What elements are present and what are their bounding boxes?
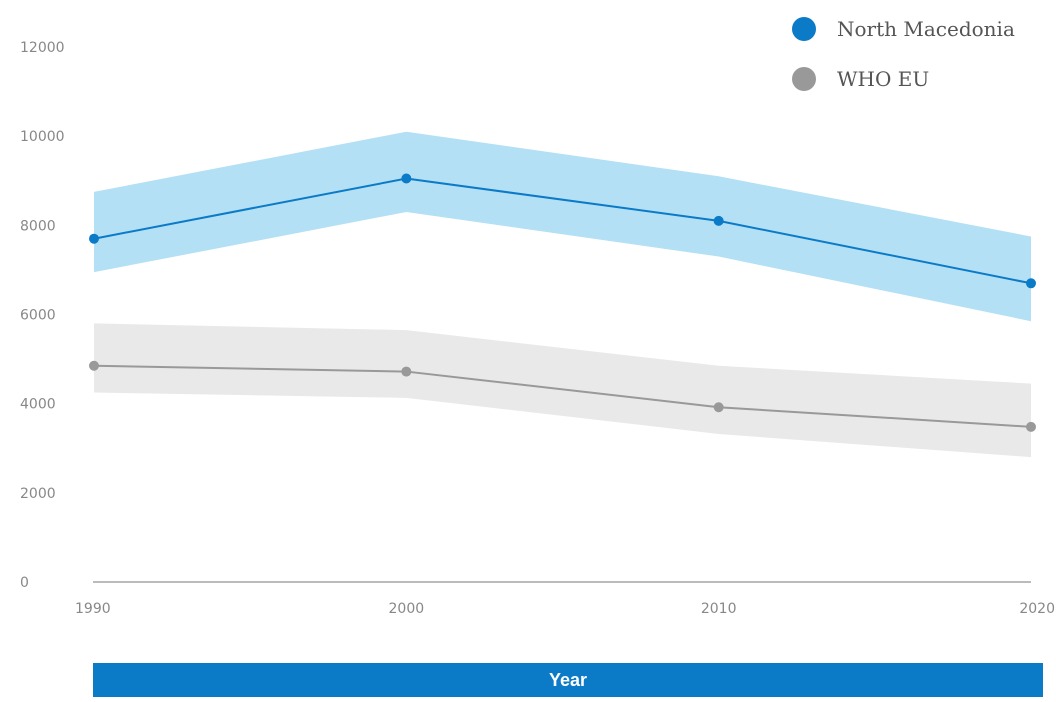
- y-tick-label: 4000: [20, 397, 56, 413]
- legend-label-north-macedonia: North Macedonia: [837, 17, 1015, 41]
- legend-swatch-who-eu: [792, 67, 816, 91]
- y-tick-label: 6000: [20, 308, 56, 324]
- data-point-who-eu-2000[interactable]: [401, 366, 412, 377]
- x-tick-label: 2000: [389, 601, 425, 617]
- y-tick-label: 8000: [20, 218, 56, 234]
- y-tick-label: 0: [20, 575, 29, 591]
- series-line-who-eu: [93, 364, 1032, 428]
- legend-item-north-macedonia: North Macedonia: [792, 4, 1015, 54]
- y-tick-label: 12000: [20, 40, 65, 56]
- x-tick-label: 2010: [701, 601, 737, 617]
- data-point-who-eu-2010[interactable]: [713, 402, 724, 413]
- data-point-north-macedonia-2020[interactable]: [1026, 278, 1036, 289]
- y-tick-label: 2000: [20, 486, 56, 502]
- legend: North Macedonia WHO EU: [792, 4, 1015, 104]
- x-tick-label: 1990: [75, 601, 111, 617]
- x-axis-title: Year: [548, 669, 588, 690]
- legend-swatch-north-macedonia: [792, 17, 816, 41]
- data-point-north-macedonia-1990[interactable]: [89, 233, 99, 244]
- data-point-north-macedonia-2000[interactable]: [401, 173, 412, 184]
- data-point-north-macedonia-2010[interactable]: [713, 215, 724, 226]
- data-point-who-eu-2020[interactable]: [1026, 421, 1036, 432]
- x-tick-label: 2020: [1019, 601, 1055, 617]
- y-tick-label: 10000: [20, 129, 65, 145]
- series-line-north-macedonia: [93, 177, 1032, 285]
- x-axis-title-bar: Year: [93, 663, 1043, 697]
- confidence-band-north-macedonia: [94, 131, 1031, 322]
- legend-label-who-eu: WHO EU: [837, 67, 930, 91]
- data-point-who-eu-1990[interactable]: [89, 360, 99, 371]
- legend-item-who-eu: WHO EU: [792, 54, 1015, 104]
